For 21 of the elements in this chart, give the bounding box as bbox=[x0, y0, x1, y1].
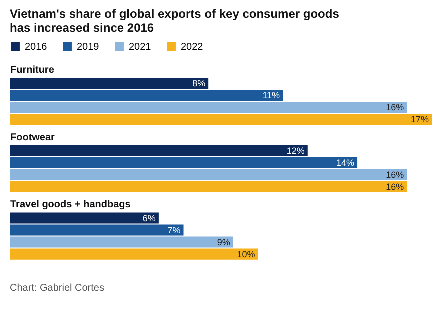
text: Chart: Gabriel Cortes bbox=[10, 282, 106, 295]
data-label: 16% bbox=[386, 170, 404, 180]
y-tick-label: Travel goods + handbags bbox=[10, 200, 132, 211]
data-label: 12% bbox=[286, 146, 305, 156]
data-label: 10% bbox=[237, 249, 256, 260]
legend-label: 2022 bbox=[181, 42, 204, 53]
legend-label: 2019 bbox=[77, 42, 100, 53]
legend-label: 2021 bbox=[129, 42, 152, 53]
data-label: 8% bbox=[192, 78, 206, 89]
data-label: 14% bbox=[336, 158, 355, 168]
data-label: 9% bbox=[217, 237, 230, 248]
data-label: 7% bbox=[168, 225, 181, 236]
data-label: 11% bbox=[262, 90, 280, 101]
data-label: 17% bbox=[410, 114, 429, 125]
data-label: 16% bbox=[386, 102, 404, 113]
y-tick-label: Footwear bbox=[10, 132, 56, 144]
data-label: 16% bbox=[386, 182, 404, 192]
y-tick-label: Furniture bbox=[10, 65, 55, 76]
legend-label: 2016 bbox=[25, 42, 48, 53]
chart-title: Vietnam's share of global exports of key consumer goods has increased since 2016 bbox=[10, 7, 340, 35]
data-label: 6% bbox=[142, 213, 156, 224]
